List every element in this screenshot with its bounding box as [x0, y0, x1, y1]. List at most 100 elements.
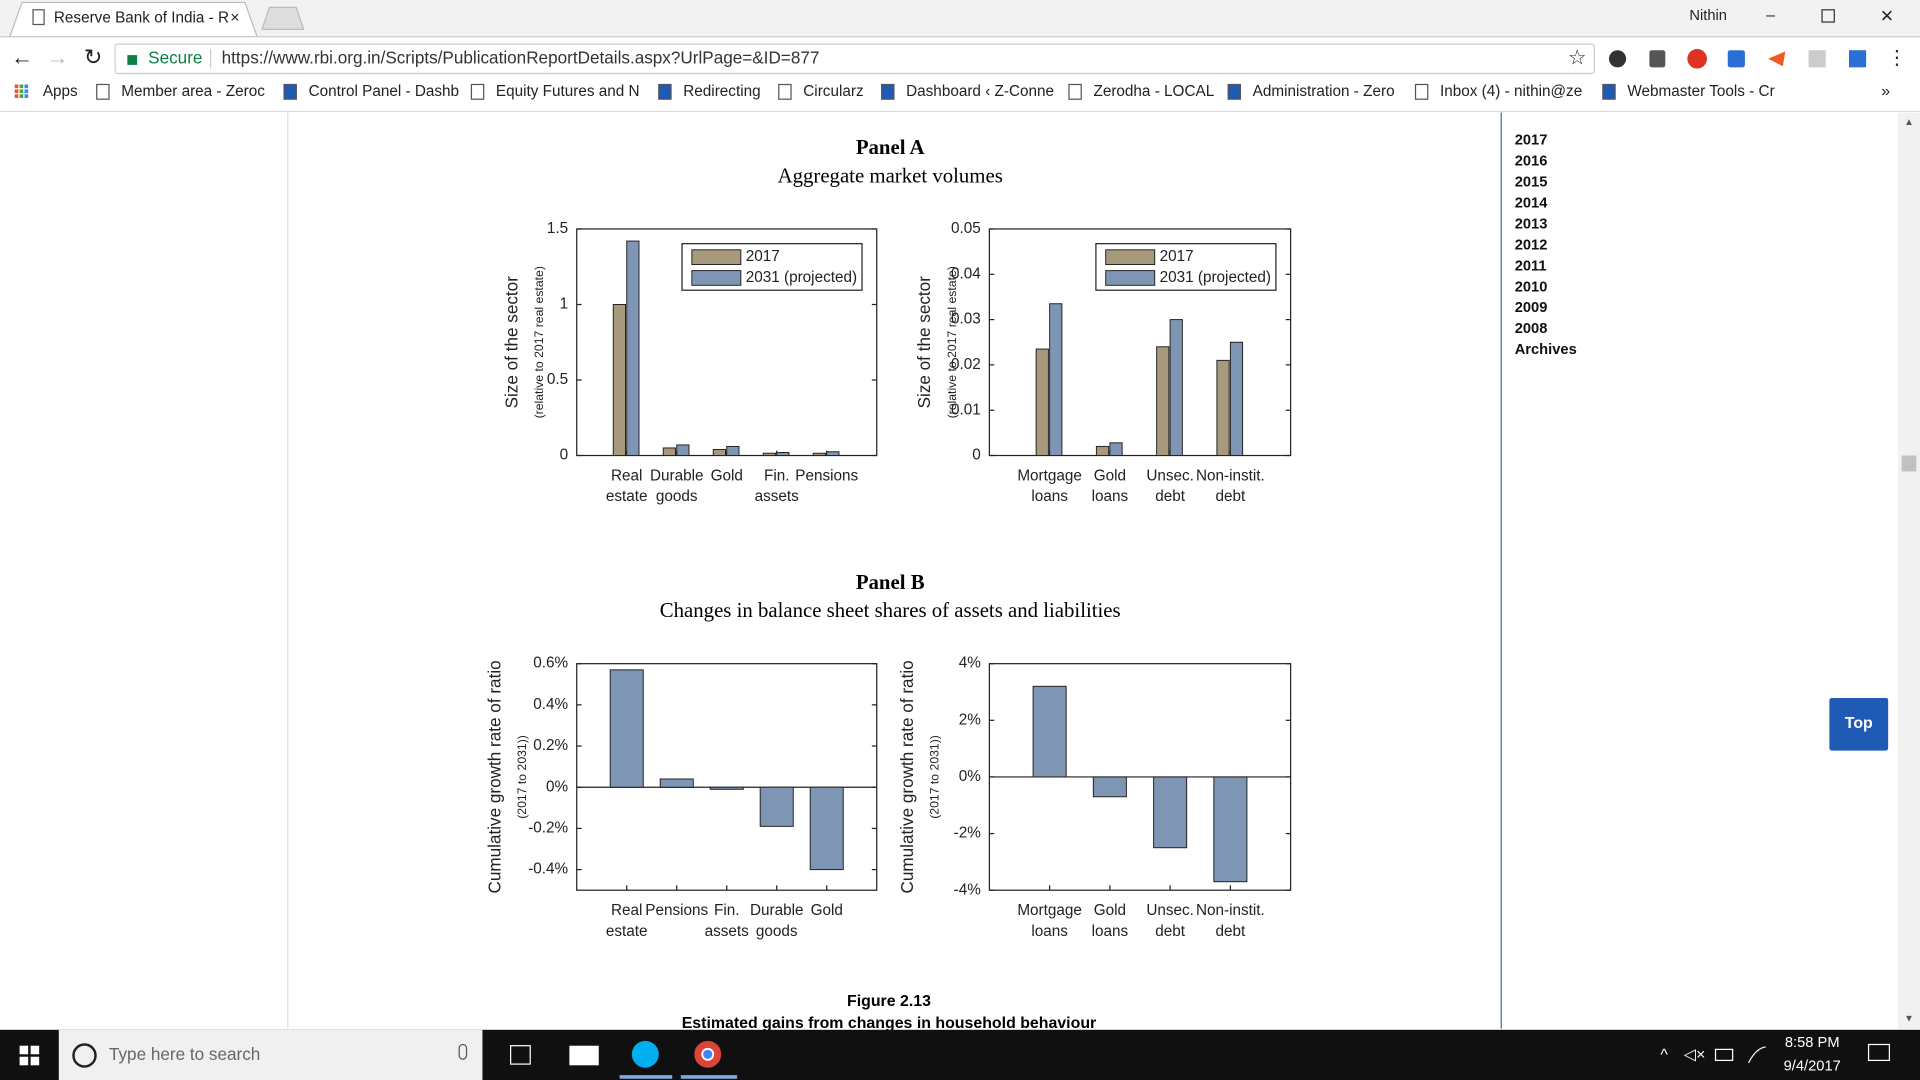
archive-link[interactable]: 2008 — [1515, 321, 1548, 337]
archive-link[interactable]: Archives — [1515, 342, 1577, 358]
archive-link[interactable]: 2017 — [1515, 133, 1548, 149]
panel-subtitle: Changes in balance sheet shares of asset… — [660, 598, 1121, 622]
extension-icon[interactable] — [1848, 50, 1867, 68]
bookmarks-overflow[interactable]: » — [1881, 83, 1890, 100]
back-button[interactable]: ← — [11, 45, 33, 70]
top-button[interactable] — [1829, 697, 1889, 751]
bookmark[interactable]: Control Panel - Dashb — [309, 83, 460, 100]
task-view[interactable] — [510, 1045, 531, 1065]
mail-app[interactable] — [569, 1045, 599, 1066]
clock-time[interactable]: 8:58 PM — [1785, 1035, 1840, 1051]
address-bar[interactable] — [114, 43, 1595, 75]
bookmark[interactable]: Zerodha - LOCAL — [1093, 83, 1214, 100]
scroll-down[interactable]: ▼ — [1904, 1013, 1914, 1024]
extension-icon[interactable] — [1687, 48, 1707, 69]
apps-icon — [24, 89, 29, 94]
reload-button[interactable]: ↻ — [84, 45, 102, 70]
panel-subtitle: Aggregate market volumes — [778, 163, 1003, 187]
user-name[interactable]: Nithin — [1689, 8, 1727, 24]
y-tick-label: -0.2% — [528, 819, 568, 836]
x-tick-label: loans — [1031, 923, 1068, 940]
tab-close[interactable]: × — [230, 10, 239, 27]
start-button[interactable] — [19, 1045, 40, 1066]
x-tick-label: Gold — [1094, 467, 1126, 484]
x-tick-label: Durable — [750, 902, 804, 919]
archive-link[interactable]: 2009 — [1515, 300, 1548, 316]
scroll-up[interactable]: ▲ — [1904, 117, 1914, 128]
archive-link[interactable]: 2011 — [1515, 258, 1547, 274]
bookmark[interactable]: Inbox (4) - nithin@ze — [1440, 83, 1582, 100]
extension-icon[interactable] — [1727, 50, 1745, 68]
skype-app[interactable] — [631, 1040, 659, 1068]
archive-link[interactable]: 2012 — [1515, 237, 1548, 253]
top-button-label[interactable]: Top — [1845, 715, 1873, 732]
apps-icon — [24, 84, 29, 89]
y-tick-label: 0.04 — [951, 265, 981, 282]
volume-icon[interactable]: ◁× — [1683, 1047, 1706, 1064]
bookmark[interactable]: Dashboard ‹ Z-Conne — [906, 83, 1054, 100]
y-tick-label: -2% — [954, 825, 982, 842]
close-window[interactable]: × — [1881, 3, 1894, 28]
restore[interactable] — [1821, 9, 1835, 23]
tray-chevron[interactable]: ^ — [1660, 1047, 1668, 1064]
y-tick-label: 0.4% — [533, 696, 568, 713]
bookmark[interactable]: Apps — [43, 83, 78, 100]
minimize[interactable]: – — [1766, 7, 1775, 24]
search-box[interactable] — [58, 1029, 483, 1080]
tab-title: Reserve Bank of India - R — [54, 9, 229, 26]
scrollbar-thumb[interactable] — [1901, 455, 1917, 472]
figure: Panel A Aggregate market volumes 0 0.5 1 1.5 R… — [484, 135, 1292, 940]
battery-icon[interactable] — [1714, 1048, 1734, 1062]
x-tick-label: debt — [1155, 488, 1186, 505]
bar — [1049, 303, 1063, 456]
x-tick-label: loans — [1092, 923, 1129, 940]
figure-number: Figure 2.13 — [847, 993, 931, 1010]
bar — [1032, 685, 1067, 778]
search-placeholder[interactable]: Type here to search — [109, 1044, 260, 1064]
bar — [726, 445, 740, 457]
menu-button[interactable]: ⋮ — [1887, 47, 1907, 69]
x-tick-label: Fin. — [764, 467, 790, 484]
bookmark[interactable]: Administration - Zero — [1253, 83, 1395, 100]
mic-icon[interactable] — [458, 1043, 468, 1060]
archive-link[interactable]: 2010 — [1515, 279, 1548, 295]
extension-icon[interactable] — [1808, 50, 1826, 68]
bookmark-icon — [778, 83, 792, 100]
app-indicator — [680, 1075, 738, 1079]
wifi-icon[interactable] — [1748, 1046, 1766, 1064]
apps-icon — [14, 94, 19, 98]
y-tick-label: 0.01 — [951, 401, 981, 418]
x-tick-label: assets — [755, 488, 800, 505]
bookmark-icon — [881, 83, 895, 100]
new-tab[interactable] — [261, 6, 305, 30]
bookmarks-bar: Apps Member area - Zeroc Control Panel - D… — [14, 83, 1890, 100]
archive-link[interactable]: 2013 — [1515, 216, 1548, 232]
url[interactable]: https://www.rbi.org.in/Scripts/Publicati… — [222, 47, 820, 67]
figure-caption: Estimated gains from changes in househol… — [682, 1015, 1097, 1032]
y-tick-label: 1 — [560, 296, 569, 313]
bookmark-star[interactable]: ☆ — [1568, 46, 1587, 69]
bookmark[interactable]: Circularz — [803, 83, 863, 100]
extension-icon[interactable] — [1649, 50, 1666, 68]
y-tick-label: 0.05 — [951, 220, 981, 237]
bookmark[interactable]: Equity Futures and N — [496, 83, 640, 100]
y-tick-label: 0.03 — [951, 311, 981, 328]
clock-date[interactable]: 9/4/2017 — [1784, 1058, 1841, 1074]
extension-icon[interactable] — [1608, 50, 1627, 68]
bookmark[interactable]: Webmaster Tools - Cr — [1627, 83, 1774, 100]
archive-link[interactable]: 2014 — [1515, 196, 1549, 212]
archive-link[interactable]: 2015 — [1515, 175, 1548, 191]
archive-link[interactable]: 2016 — [1515, 154, 1548, 170]
y-axis-note: (relative to 2017 real estate) — [945, 266, 959, 418]
sidebar: 2017 2016 2015 2014 2013 2012 2011 2010 2009 2008… — [1515, 133, 1577, 358]
apps-icon — [19, 89, 24, 94]
bookmark[interactable]: Redirecting — [683, 83, 760, 100]
x-tick-label: estate — [606, 923, 648, 940]
scrollbar[interactable] — [1897, 112, 1920, 1029]
bookmark[interactable]: Member area - Zeroc — [121, 83, 265, 100]
extension-icon[interactable] — [1768, 51, 1786, 67]
forward-button[interactable]: → — [47, 45, 69, 70]
notification-icon[interactable] — [1867, 1043, 1890, 1062]
